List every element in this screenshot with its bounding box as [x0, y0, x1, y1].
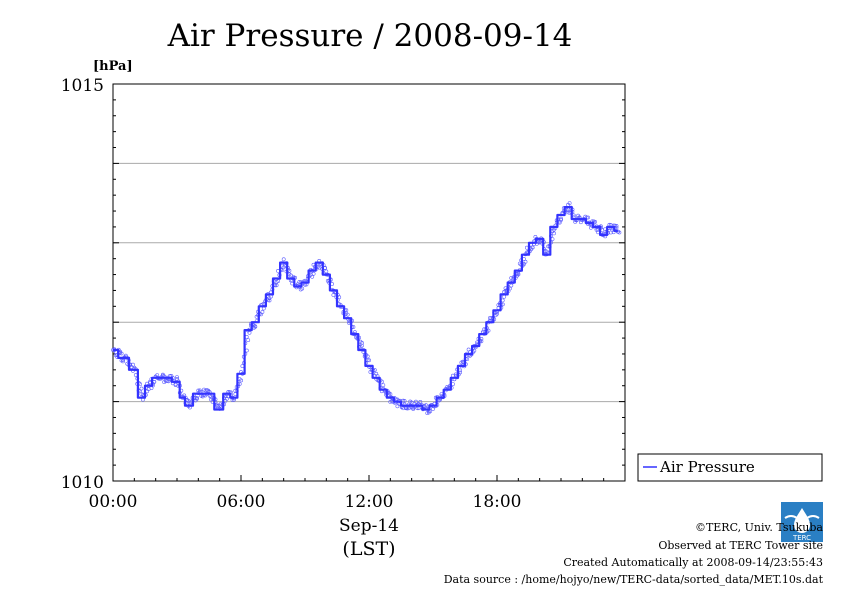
- data-point: [267, 298, 272, 303]
- data-point: [131, 362, 135, 367]
- data-point: [253, 324, 258, 329]
- x-tick-label-0600: 06:00: [217, 492, 266, 512]
- data-point: [345, 312, 350, 317]
- data-point: [175, 375, 179, 380]
- data-point: [530, 245, 535, 250]
- data-point: [194, 396, 199, 401]
- data-point: [388, 392, 393, 397]
- y-tick-label-bottom: 1010: [61, 473, 104, 493]
- axis-ticks: [112, 83, 626, 482]
- logo-wave-left: [784, 515, 798, 519]
- data-point: [121, 359, 125, 364]
- source-text: Data source : /home/hojyo/new/TERC-data/…: [443, 573, 823, 586]
- logo-drop-shape: [794, 508, 810, 533]
- y-axis-unit: [hPa]: [93, 59, 133, 74]
- x-axis-sublabel: (LST): [342, 538, 395, 560]
- data-point: [260, 310, 265, 314]
- series-line-air-pressure: [113, 206, 618, 411]
- data-point: [163, 378, 168, 383]
- data-point: [552, 231, 556, 236]
- data-point: [331, 293, 336, 297]
- data-point: [139, 386, 144, 391]
- data-point: [495, 311, 499, 316]
- observed-text: Observed at TERC Tower site: [658, 539, 823, 552]
- data-point: [288, 273, 293, 278]
- data-point: [367, 358, 372, 363]
- data-point: [324, 269, 329, 274]
- legend-box: [637, 453, 823, 482]
- logo-wave-right: [806, 515, 820, 519]
- data-point: [360, 340, 364, 345]
- x-tick-label-1200: 12:00: [345, 492, 394, 512]
- x-axis-label: Sep-14: [339, 516, 399, 536]
- data-point: [586, 215, 590, 220]
- plot-frame: [112, 83, 626, 482]
- data-point: [246, 338, 251, 343]
- scatter-points: [111, 201, 622, 416]
- data-point: [119, 351, 124, 356]
- y-tick-label-top: 1015: [61, 76, 104, 96]
- data-point: [593, 219, 598, 224]
- data-point: [413, 399, 418, 404]
- x-tick-label-0000: 00:00: [89, 492, 138, 512]
- logo-text: TERC: [792, 534, 811, 542]
- copyright-text: ©TERC, Univ. Tsukuba: [694, 521, 823, 534]
- created-text: Created Automatically at 2008-09-14/23:5…: [563, 556, 823, 569]
- data-point: [523, 259, 528, 264]
- data-point: [359, 343, 364, 348]
- data-point: [402, 399, 407, 403]
- data-point: [559, 217, 564, 222]
- data-point: [617, 230, 622, 235]
- data-point: [559, 216, 563, 221]
- x-tick-label-1800: 18:00: [473, 492, 522, 512]
- terc-logo: TERC: [781, 502, 823, 542]
- data-point: [381, 383, 386, 388]
- data-point: [502, 294, 507, 299]
- data-point: [509, 283, 514, 288]
- grid-lines: [113, 162, 625, 403]
- data-point: [405, 406, 410, 411]
- legend: Air Pressure: [637, 453, 823, 482]
- chart-title: Air Pressure / 2008-09-14: [167, 18, 573, 54]
- data-point: [567, 201, 572, 206]
- data-point: [310, 274, 315, 279]
- data-point: [311, 271, 316, 276]
- data-point: [239, 378, 244, 383]
- data-point: [614, 223, 619, 228]
- data-point: [516, 271, 521, 276]
- data-point: [281, 257, 286, 262]
- legend-label: Air Pressure: [659, 458, 755, 476]
- series-group: [113, 206, 618, 411]
